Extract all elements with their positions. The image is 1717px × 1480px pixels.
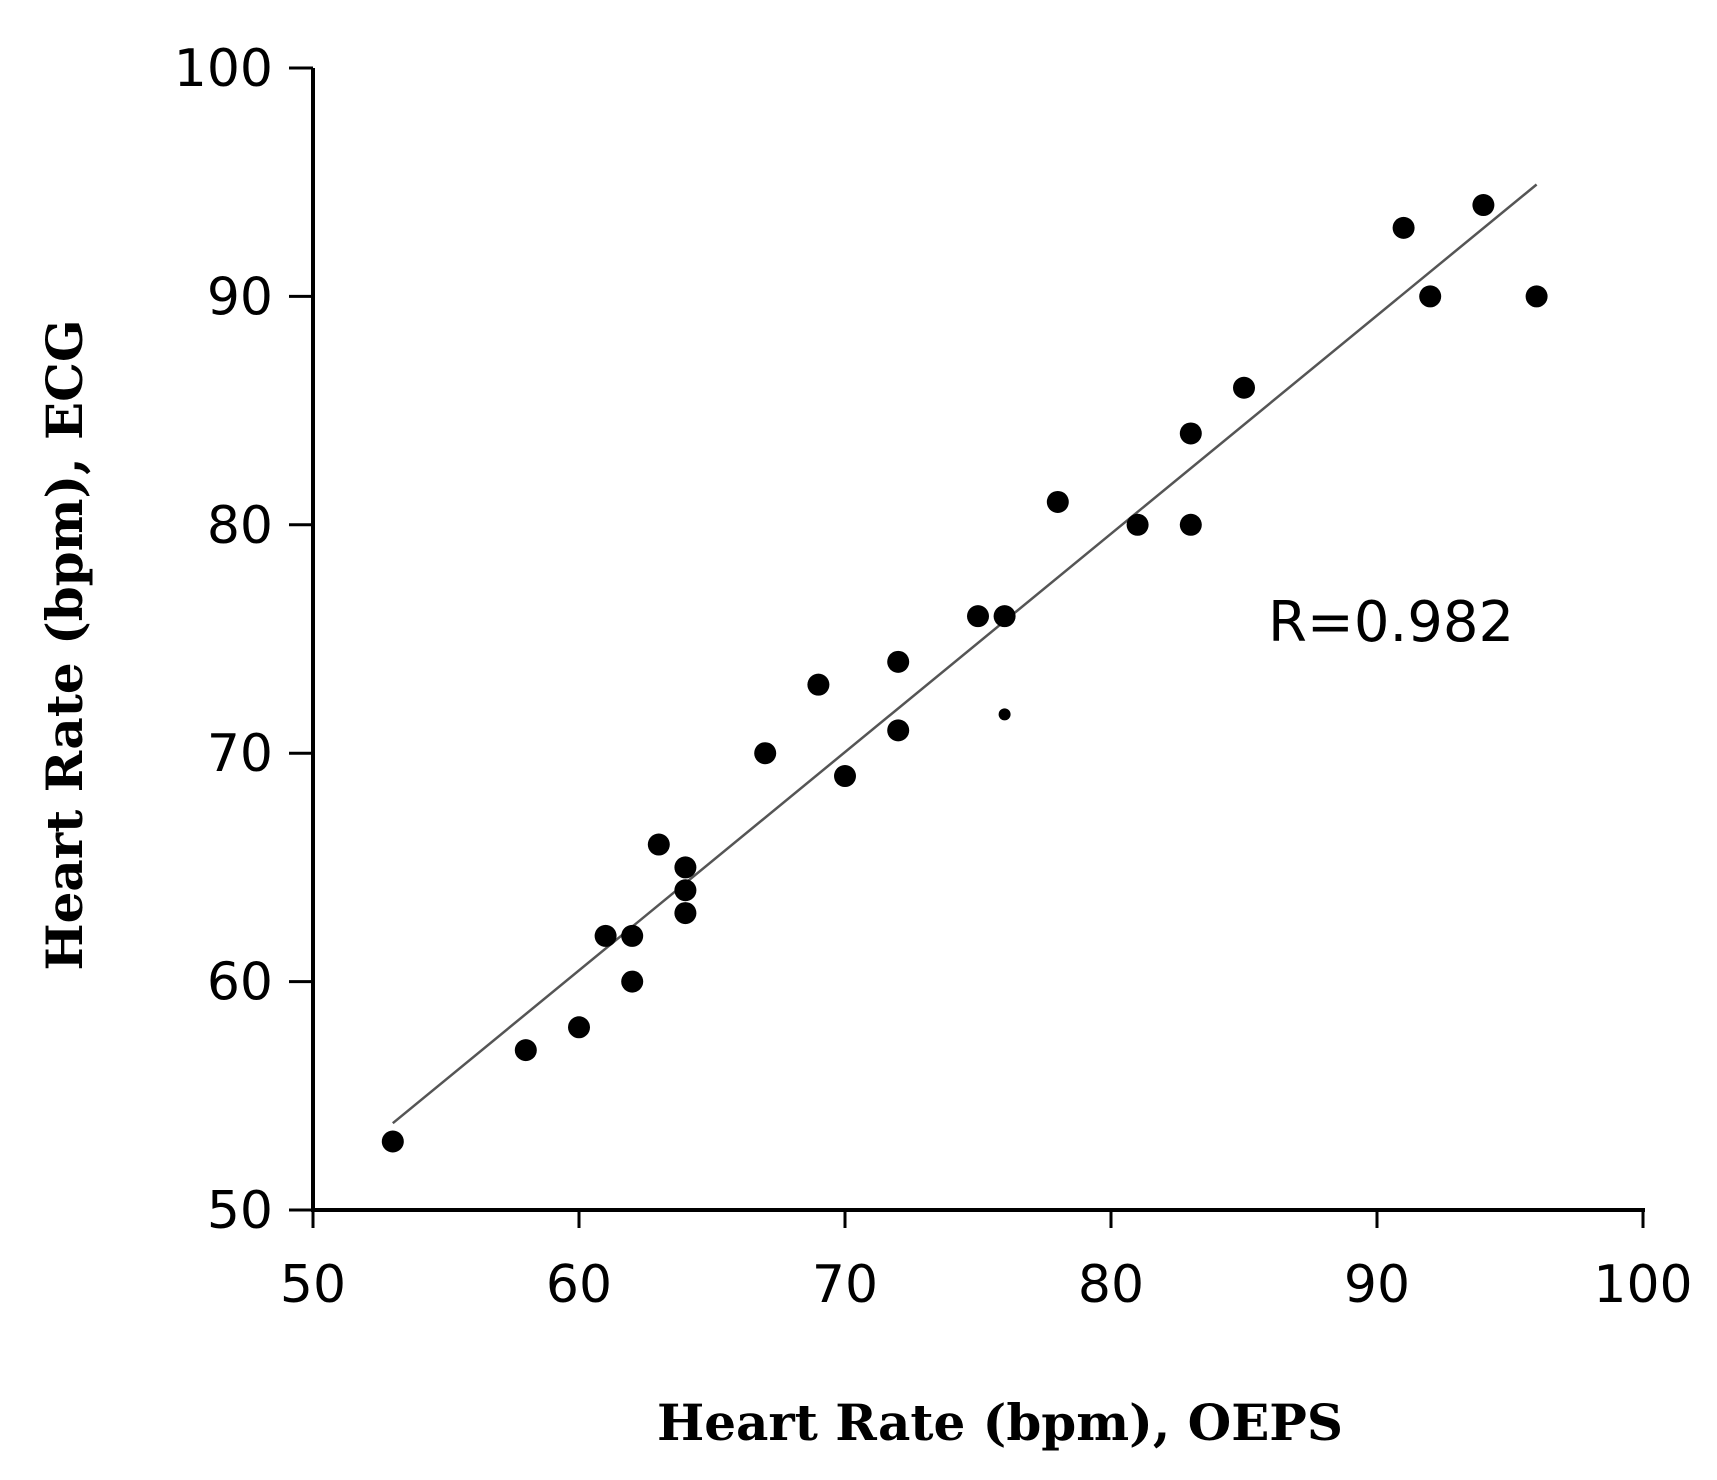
x-axis-title: Heart Rate (bpm), OEPS xyxy=(657,1393,1343,1452)
data-point xyxy=(381,1130,404,1153)
data-point xyxy=(1472,194,1495,217)
data-point xyxy=(1126,513,1149,536)
data-point xyxy=(568,1016,590,1039)
data-point xyxy=(993,605,1016,628)
data-point xyxy=(621,970,644,993)
x-tick-label: 80 xyxy=(1078,1255,1144,1315)
data-point xyxy=(887,719,910,742)
data-point xyxy=(674,856,697,879)
data-point xyxy=(674,879,697,902)
axes xyxy=(311,68,1645,1212)
x-tick-label: 100 xyxy=(1593,1255,1692,1315)
data-point xyxy=(807,673,830,696)
data-point xyxy=(674,902,697,925)
data-point xyxy=(594,924,617,947)
data-point xyxy=(1419,285,1442,308)
y-tick-label: 60 xyxy=(207,953,273,1013)
y-tick-label: 70 xyxy=(207,724,273,784)
data-points xyxy=(381,194,1548,1153)
y-tick-label: 80 xyxy=(207,496,273,556)
data-point xyxy=(998,708,1011,721)
data-point xyxy=(1046,490,1069,513)
data-point xyxy=(1525,285,1548,308)
data-point xyxy=(1179,513,1202,536)
x-tick-label: 90 xyxy=(1344,1255,1410,1315)
axis-ticks xyxy=(289,66,1645,1228)
y-tick-label: 90 xyxy=(207,267,273,327)
data-point xyxy=(514,1039,537,1062)
tick-labels: 50 60 70 80 90 100 50 60 70 80 90 100 xyxy=(174,39,1693,1315)
correlation-annotation: R=0.982 xyxy=(1268,590,1514,655)
data-point xyxy=(887,650,910,673)
data-point xyxy=(647,833,670,856)
data-point xyxy=(1392,216,1415,239)
trendline xyxy=(392,183,1538,1125)
x-tick-label: 60 xyxy=(546,1255,612,1315)
data-point xyxy=(754,742,777,765)
x-tick-label: 50 xyxy=(280,1255,346,1315)
data-point xyxy=(834,765,856,788)
y-tick-label: 50 xyxy=(207,1181,273,1241)
data-point xyxy=(621,924,644,947)
y-tick-label: 100 xyxy=(174,39,273,99)
data-point xyxy=(1233,376,1255,399)
y-axis-title: Heart Rate (bpm), ECG xyxy=(35,319,94,970)
x-tick-label: 70 xyxy=(812,1255,878,1315)
data-point xyxy=(967,605,989,628)
data-point xyxy=(1179,422,1202,445)
